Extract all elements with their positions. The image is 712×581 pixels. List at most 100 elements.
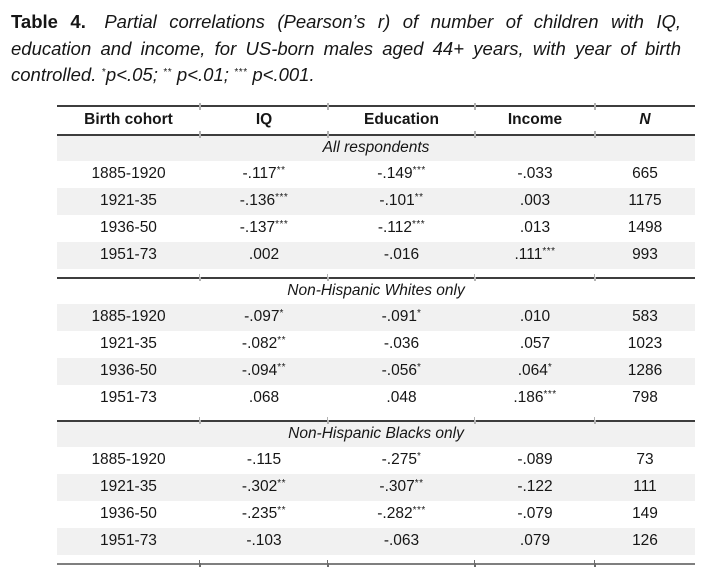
cell-value: 798 [632,389,658,406]
cell-value: 1951-73 [100,246,157,263]
significance-stars: * [279,308,284,319]
table-row: 1885-1920 -.117** -.149*** -.033 665 [57,160,695,188]
table-row: 1921-35 -.082** -.036 .057 1023 [57,330,695,358]
significance-text: p<.01; [171,64,235,85]
significance-note: *p<.05; ** p<.01; *** p<.001. [102,64,315,85]
cell-cohort: 1885-1920 [57,161,200,188]
significance-stars: *** [542,246,556,257]
cell-income: -.122 [475,474,595,501]
significance-stars: * [101,67,106,78]
table-row: 1951-73 -.103 -.063 .079 126 [57,527,695,555]
cell-iq: -.137*** [200,215,328,242]
cell-cohort: 1885-1920 [57,447,200,474]
divider-cell [328,554,476,567]
section-row: Non-Hispanic Whites only [57,277,695,304]
divider-cell [200,411,329,424]
cell-iq: -.117** [200,161,328,188]
divider-cell [328,268,476,281]
cell-value: -.122 [517,478,553,495]
cell-value: 1921-35 [100,478,157,495]
divider-cell [57,411,201,424]
cell-value: 149 [632,505,658,522]
cell-n: 583 [595,304,695,331]
table-header-row: Birth cohort IQ Education Income N [57,103,695,139]
cell-cohort: 1885-1920 [57,304,200,331]
cell-cohort: 1936-50 [57,215,200,242]
significance-item: ** p<.01; [163,64,234,85]
cell-iq: -.097* [200,304,328,331]
cell-value: 993 [632,246,658,263]
cell-cohort: 1951-73 [57,242,200,269]
section-title: All respondents [322,139,430,156]
cell-value: 1921-35 [100,335,157,352]
cell-cohort: 1951-73 [57,528,200,555]
cell-value: -.091 [381,308,417,325]
cell-n: 993 [595,242,695,269]
divider-cell [200,268,329,281]
significance-stars: *** [412,165,426,176]
cell-value: -.115 [246,451,282,468]
cell-value: 1885-1920 [91,165,166,182]
cell-iq: -.103 [200,528,328,555]
cell-value: 73 [636,451,654,468]
cell-value: 1936-50 [100,362,157,379]
significance-stars: *** [275,219,289,230]
divider-cell [475,411,596,424]
divider-cell [475,268,596,281]
cell-value: 1936-50 [100,219,157,236]
cell-value: 1885-1920 [91,308,166,325]
cell-education: -.016 [328,242,475,269]
cell-value: 1286 [627,362,663,379]
table-caption-number: Table 4. [11,11,86,32]
cell-value: .010 [519,308,551,325]
cell-value: -.149 [377,165,413,182]
cell-education: -.307** [328,474,475,501]
cell-value: -.094 [241,362,278,379]
column-header-education: Education [328,103,476,139]
section-title: Non-Hispanic Blacks only [288,425,464,442]
column-header-cohort: Birth cohort [57,103,201,139]
cell-n: 665 [595,161,695,188]
cell-income: .079 [475,528,595,555]
cell-income: -.089 [475,447,595,474]
cell-value: -.112 [377,219,412,236]
significance-stars: * [416,451,422,462]
cell-income: .064* [475,358,595,385]
significance-stars: *** [543,389,557,400]
cell-cohort: 1921-35 [57,474,200,501]
cell-value: -.136 [239,192,276,209]
significance-stars: ** [163,67,172,78]
cell-value: 1951-73 [100,389,157,406]
cell-cohort: 1921-35 [57,188,200,215]
table-caption-text: Partial correlations (Pearson’s r) of nu… [11,11,682,85]
cell-n: 1498 [595,215,695,242]
cell-income: -.033 [475,161,595,188]
cell-income: .013 [475,215,595,242]
significance-item: *** p<.001. [234,64,315,85]
cell-value: -.079 [517,505,553,522]
cell-education: -.282*** [328,501,475,528]
cell-value: 111 [633,478,657,495]
table-row: 1936-50 -.094** -.056* .064* 1286 [57,357,695,385]
cell-cohort: 1936-50 [57,358,200,385]
section-divider [57,411,695,424]
table-row: 1936-50 -.137*** -.112 *** .013 1498 [57,214,695,242]
cell-value: .064 [517,362,548,379]
cell-iq: -.094** [200,358,328,385]
cell-value: -.016 [383,246,420,263]
significance-stars: *** [275,192,289,203]
cell-education: .048 [328,385,475,412]
cell-value: -.033 [517,165,553,182]
cell-income: .057 [475,331,595,358]
cell-value: .186 [513,389,544,406]
cell-n: 1023 [595,331,695,358]
cell-n: 73 [595,447,695,474]
cell-value: -.101 [379,192,415,209]
cell-value: 583 [632,308,658,325]
cell-value: -.036 [383,335,420,352]
cell-value: 1175 [628,192,662,209]
table-row: 1951-73 .002 -.016 .111*** 993 [57,241,695,269]
cell-value: .068 [248,389,280,406]
cell-iq: -.235** [200,501,328,528]
cell-value: -.282 [377,505,413,522]
